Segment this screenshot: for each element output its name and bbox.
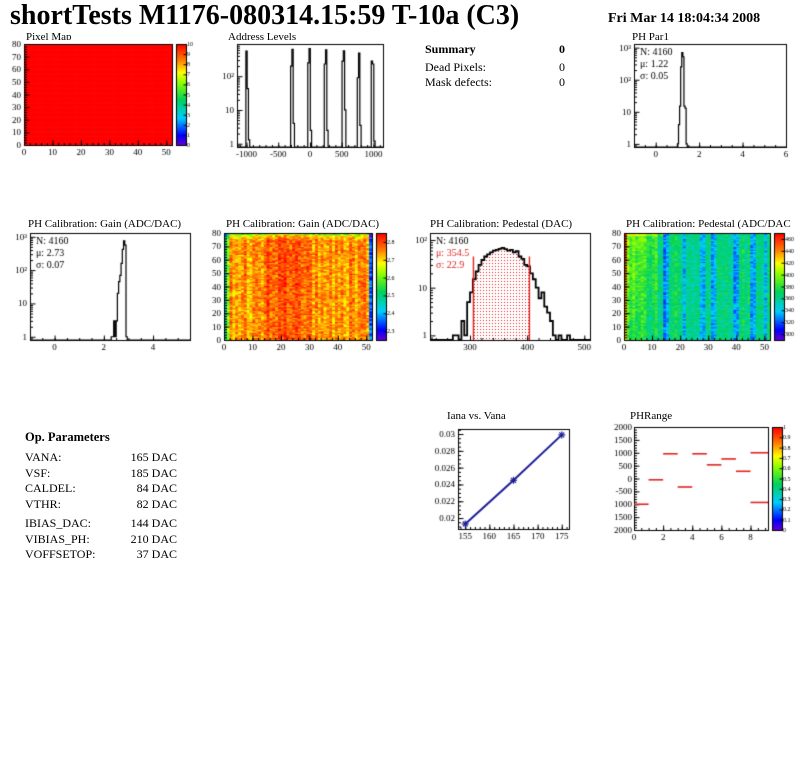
op-parameter-label: VIBIAS_PH: (25, 531, 90, 546)
op-parameter-value: 185 DAC (130, 465, 177, 480)
pedestal-map-title: PH Calibration: Pedestal (ADC/DAC (626, 218, 791, 230)
op-parameter-label: VTHR: (25, 496, 61, 511)
op-parameter-value: 82 DAC (136, 496, 177, 511)
op-parameter-row: CALDEL: 84 DAC (25, 481, 177, 497)
op-parameter-row: VTHR: 82 DAC (25, 497, 177, 513)
op-parameter-label: VSF: (25, 465, 51, 480)
op-parameter-row: IBIAS_DAC: 144 DAC (25, 516, 177, 532)
phrange-title: PHRange (630, 410, 673, 422)
pedestal-hist-title: PH Calibration: Pedestal (DAC) (430, 218, 573, 230)
summary-row-label: Mask defects: (425, 75, 492, 89)
op-parameter-label: VOFFSETOP: (25, 547, 96, 561)
gain-map-chart (202, 229, 398, 353)
timestamp: Fri Mar 14 18:04:34 2008 (608, 11, 761, 26)
op-parameter-value: 210 DAC (130, 531, 177, 546)
op-parameter-value: 37 DAC (136, 547, 177, 561)
summary-row: Dead Pixels: 0 (425, 60, 565, 75)
op-parameter-label: IBIAS_DAC: (25, 516, 92, 530)
iana-vana-title: Iana vs. Vana (447, 410, 506, 422)
op-parameter-value: 165 DAC (130, 450, 177, 464)
op-parameters-block: Op. Parameters VANA: 165 DAC VSF: 185 DA… (25, 430, 177, 563)
op-parameters-title: Op. Parameters (25, 430, 110, 444)
summary-title: Summary (425, 42, 476, 56)
phrange-chart (604, 422, 795, 543)
op-parameter-value: 144 DAC (130, 516, 177, 530)
summary-block: Summary 0 Dead Pixels: 0 Mask defects: 0 (425, 42, 565, 90)
op-parameter-row: VANA: 165 DAC (25, 450, 177, 466)
summary-row-value: 0 (559, 60, 565, 74)
gain-hist-chart (2, 229, 198, 353)
op-parameter-row: VOFFSETOP: 37 DAC (25, 547, 177, 563)
address-levels-chart (211, 40, 389, 160)
gain-hist-title: PH Calibration: Gain (ADC/DAC) (28, 218, 182, 230)
page-title: shortTests M1176-080314.15:59 T-10a (C3) (10, 0, 520, 31)
op-parameter-value: 84 DAC (136, 481, 177, 495)
op-parameter-label: VANA: (25, 450, 62, 464)
pixel-map-chart (2, 40, 198, 158)
summary-row: Mask defects: 0 (425, 75, 565, 90)
op-parameter-row: VIBIAS_PH: 210 DAC (25, 532, 177, 548)
op-parameter-row: VSF: 185 DAC (25, 466, 177, 482)
gain-map-title: PH Calibration: Gain (ADC/DAC) (226, 218, 380, 230)
pedestal-map-chart (602, 229, 796, 353)
pedestal-hist-chart (404, 229, 598, 353)
op-parameter-label: CALDEL: (25, 481, 76, 495)
iana-vana-chart (418, 422, 575, 543)
summary-row-label: Dead Pixels: (425, 60, 486, 74)
summary-value: 0 (559, 42, 565, 56)
ph-par1-chart (606, 40, 794, 160)
op-parameters-rows: VANA: 165 DAC VSF: 185 DAC CALDEL: 84 DA… (25, 450, 177, 563)
summary-row-value: 0 (559, 75, 565, 89)
summary-rows: Dead Pixels: 0 Mask defects: 0 (425, 60, 565, 90)
